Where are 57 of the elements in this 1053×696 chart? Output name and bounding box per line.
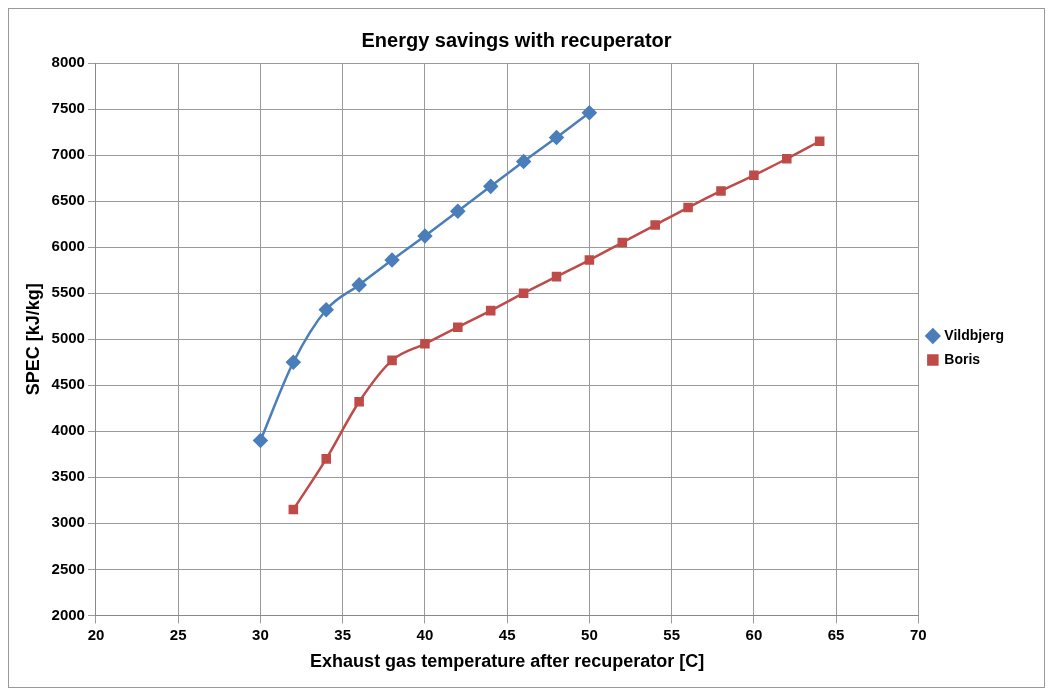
y-tick-label: 6000: [51, 237, 85, 255]
legend-label: Boris: [944, 350, 981, 367]
point: [417, 228, 433, 244]
x-tick-label: 50: [581, 625, 598, 643]
point: [781, 153, 792, 164]
point: [518, 288, 529, 298]
y-tick-label: 7000: [51, 145, 85, 163]
point: [286, 354, 301, 370]
point: [814, 136, 825, 147]
point: [617, 237, 628, 248]
x-tick-label: 20: [87, 625, 105, 643]
x-tick-label: 65: [827, 625, 845, 643]
y-tick-label: 4000: [51, 421, 85, 439]
y-tick-label: 3500: [51, 467, 85, 485]
point: [453, 322, 463, 333]
point: [516, 154, 531, 169]
point: [584, 255, 595, 265]
x-tick-label: 30: [252, 625, 269, 643]
point: [549, 130, 564, 145]
point: [582, 105, 597, 120]
x-axis-title: Exhaust gas temperature after recuperator [C]: [310, 651, 705, 672]
x-tick-label: 35: [334, 625, 352, 643]
point: [318, 302, 334, 317]
point: [483, 179, 498, 194]
point: [485, 305, 496, 316]
x-tick-label: 60: [745, 625, 763, 643]
point: [420, 339, 430, 349]
point: [650, 220, 660, 230]
y-tick-label: 5500: [51, 283, 85, 301]
point: [749, 170, 759, 181]
y-tick-label: 3000: [51, 513, 85, 531]
y-axis-title: SPEC [kJ/kg]: [22, 283, 43, 396]
x-tick-label: 45: [498, 625, 516, 643]
x-tick-label: 40: [416, 625, 434, 643]
chart-title: Energy savings with recuperator: [361, 28, 672, 51]
y-tick-label: 2500: [51, 559, 85, 577]
y-tick-label: 8000: [51, 53, 85, 71]
point: [683, 202, 693, 213]
y-tick-label: 5000: [51, 329, 85, 347]
legend-label: Vildbjerg: [944, 326, 1005, 343]
point: [354, 397, 364, 407]
point: [387, 355, 397, 366]
point: [716, 186, 726, 196]
y-tick-label: 7500: [51, 99, 85, 117]
point: [321, 454, 332, 464]
y-tick-label: 4500: [51, 375, 85, 393]
point: [551, 271, 562, 282]
y-tick-label: 2000: [51, 605, 85, 623]
point: [450, 203, 466, 219]
point: [384, 252, 400, 268]
x-tick-label: 25: [169, 625, 187, 643]
x-tick-label: 70: [910, 625, 927, 643]
point: [351, 277, 367, 293]
point: [288, 504, 299, 515]
x-tick-label: 55: [663, 625, 680, 643]
point: [253, 433, 268, 448]
y-tick-label: 6500: [51, 191, 85, 209]
